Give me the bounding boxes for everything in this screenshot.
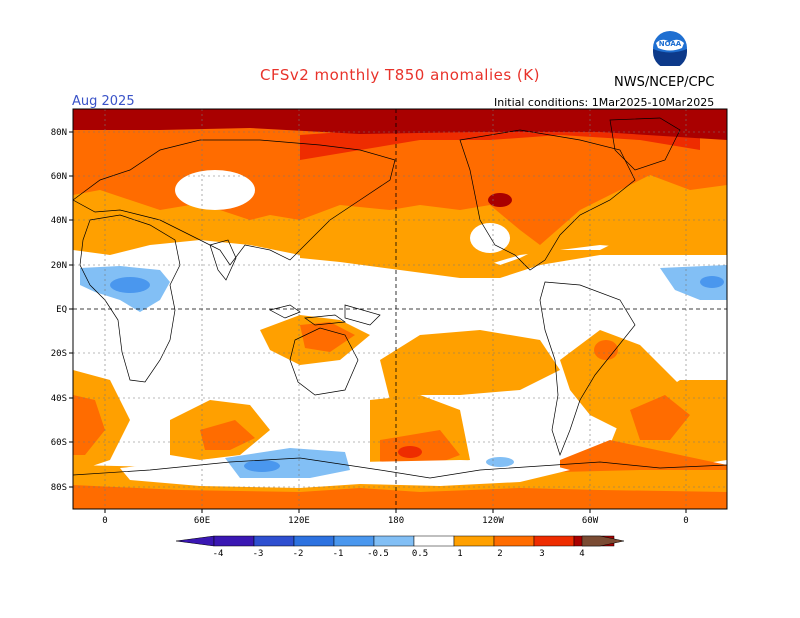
agency-label: NWS/NCEP/CPC — [614, 75, 715, 90]
logo-text: NOAA — [659, 40, 682, 48]
lon-label: 0 — [683, 516, 688, 526]
anomaly-region-s-atlantic-red — [630, 395, 690, 440]
colorbar-label: 3 — [539, 549, 544, 559]
anomaly-region-atlantic-blue — [660, 265, 727, 300]
lat-label: EQ — [56, 305, 67, 315]
anomaly-region-s-indian-red — [200, 420, 255, 450]
anomaly-region-ne-pacific-orange — [300, 230, 727, 278]
colorbar-label: 0.5 — [412, 549, 428, 559]
coastlines — [73, 117, 727, 479]
colorbar-label: -2 — [293, 549, 304, 559]
page-title: CFSv2 monthly T850 anomalies (K) — [260, 66, 540, 84]
longitude-labels: 0 60E 120E 180 120W 60W 0 — [102, 516, 688, 526]
anomaly-region-nh-red — [73, 109, 727, 245]
anomaly-field — [73, 109, 727, 509]
colorbar-label: -4 — [213, 549, 224, 559]
colorbar — [175, 535, 625, 547]
forecast-period: Aug 2025 — [72, 94, 135, 109]
anomaly-region-arctic-darkred — [73, 109, 727, 140]
anomaly-region-antarctic-red — [73, 485, 727, 509]
lat-label: 20N — [51, 261, 67, 271]
lon-label: 60E — [194, 516, 210, 526]
lon-label: 0 — [102, 516, 107, 526]
colorbar-labels: -4 -3 -2 -1 -0.5 0.5 1 2 3 4 — [213, 549, 585, 559]
lat-label: 80S — [51, 483, 67, 493]
colorbar-label: 4 — [579, 549, 584, 559]
lon-label: 60W — [582, 516, 599, 526]
lat-label: 40S — [51, 394, 67, 404]
axis-ticks — [69, 131, 687, 513]
anomaly-region-nam-white — [470, 223, 510, 253]
colorbar-label: -0.5 — [367, 549, 389, 559]
anomaly-region-africa-blue2 — [110, 277, 150, 293]
anomaly-region-s-pacific-darkred — [398, 446, 422, 458]
anomaly-region-sw-indian-red — [73, 395, 105, 455]
lat-label: 60S — [51, 438, 67, 448]
colorbar-label: -1 — [333, 549, 344, 559]
colorbar-label: 2 — [497, 549, 502, 559]
latitude-labels: 80N 60N 40N 20N EQ 20S 40S 60S 80S — [51, 128, 67, 493]
anomaly-region-atlantic-blue2 — [700, 276, 724, 288]
colorbar-arrow-high — [581, 535, 625, 547]
anomaly-region-sa-red — [594, 340, 618, 360]
lat-label: 60N — [51, 172, 67, 182]
lon-label: 120E — [288, 516, 310, 526]
lat-label: 80N — [51, 128, 67, 138]
anomaly-region-eurasia-white — [175, 170, 255, 210]
anomaly-region-antarctic-blue2 — [244, 460, 280, 472]
anomaly-region-se-pacific-orange — [380, 330, 560, 400]
lon-label: 180 — [388, 516, 404, 526]
anomaly-region-nam-darkred — [488, 193, 512, 207]
initial-conditions: Initial conditions: 1Mar2025-10Mar2025 — [494, 96, 715, 109]
noaa-logo-icon: NOAA — [652, 30, 688, 70]
lat-label: 20S — [51, 349, 67, 359]
reference-lines — [73, 109, 727, 509]
lon-label: 120W — [482, 516, 504, 526]
anomaly-region-antarctic-blue3 — [486, 457, 514, 467]
lat-label: 40N — [51, 216, 67, 226]
colorbar-arrow-low — [175, 535, 215, 547]
colorbar-label: -3 — [253, 549, 264, 559]
anomaly-region-maritime-red — [300, 322, 355, 352]
colorbar-label: 1 — [457, 549, 462, 559]
